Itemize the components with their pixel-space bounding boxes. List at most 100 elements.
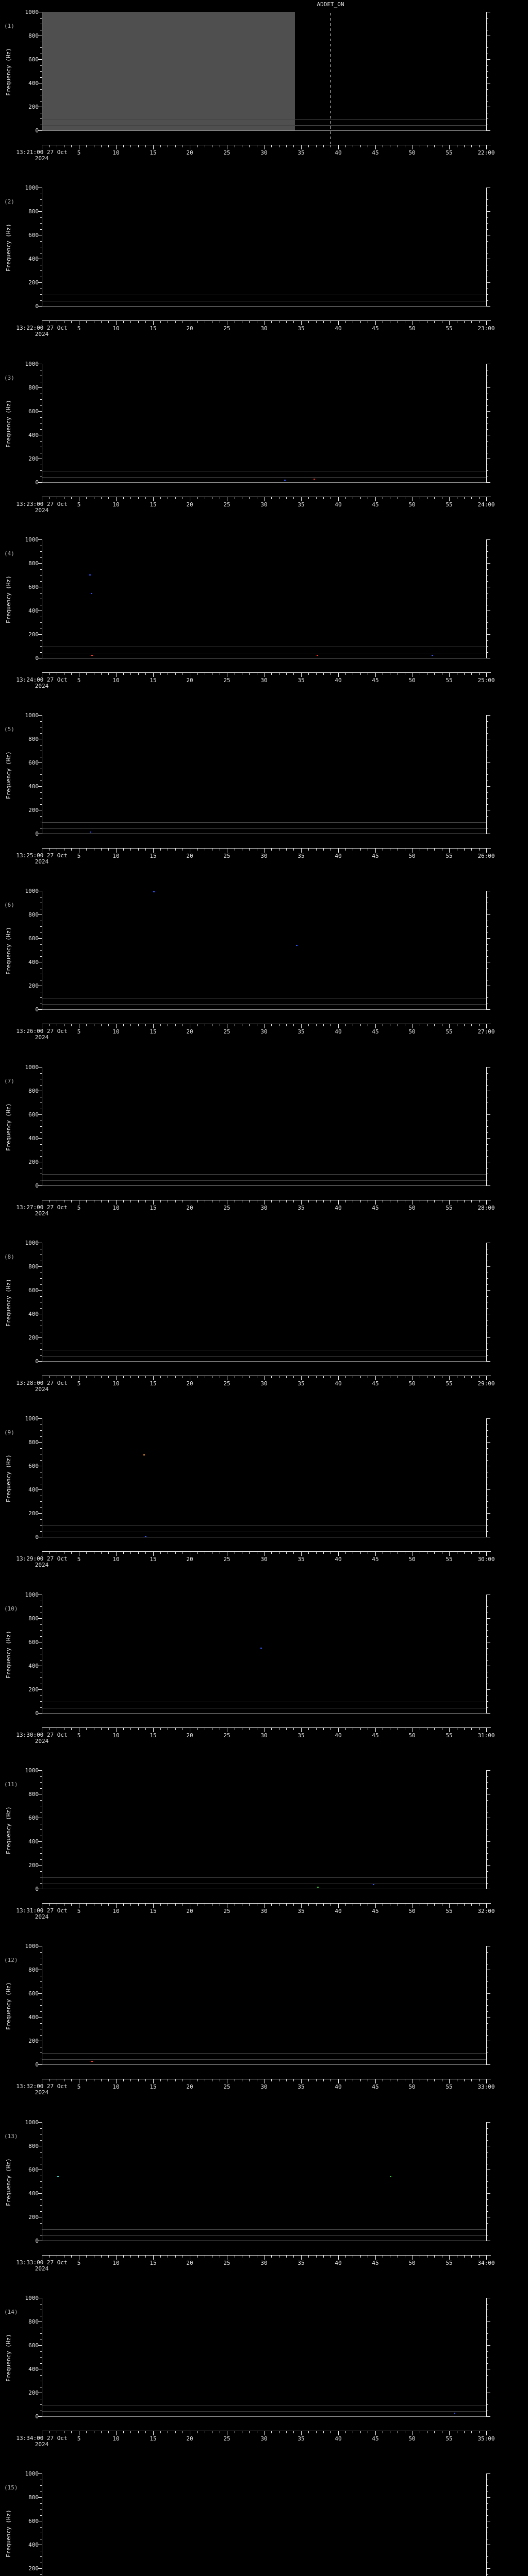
x-tick	[345, 2431, 346, 2433]
x-tick-label: 35	[298, 2260, 305, 2266]
axis-start-time-label: 13:26:00 27 Oct 2024	[16, 1028, 68, 1041]
x-tick	[145, 1376, 146, 1378]
y-tick	[487, 2199, 488, 2200]
x-tick-label: 30	[260, 1380, 268, 1387]
x-tick	[197, 2079, 198, 2081]
x-tick	[308, 497, 309, 499]
x-tick	[49, 1024, 50, 1026]
x-tick-label: 5	[77, 2260, 81, 2266]
x-tick-label: 10	[112, 677, 120, 684]
x-tick	[486, 849, 487, 853]
y-tick	[487, 1132, 488, 1133]
x-tick	[145, 2079, 146, 2081]
x-tick	[249, 2256, 250, 2258]
x-tick-label: 30	[260, 1028, 268, 1035]
y-tick-label: 1000	[25, 1767, 39, 1774]
y-tick	[40, 2205, 42, 2206]
x-tick	[108, 1552, 109, 1554]
y-tick	[40, 1308, 42, 1309]
narrowband-signal-line	[42, 2229, 486, 2230]
y-tick-label: 600	[28, 584, 39, 590]
x-tick	[116, 2079, 117, 2083]
x-tick-label: 55	[446, 501, 453, 508]
axis-start-time-label: 13:22:00 27 Oct 2024	[16, 325, 68, 337]
y-tick	[487, 2140, 488, 2141]
x-tick	[360, 2431, 361, 2433]
y-tick	[40, 581, 42, 582]
x-tick-label: 20	[186, 2260, 193, 2266]
narrowband-signal-line	[42, 2235, 486, 2236]
y-tick	[487, 1689, 490, 1690]
y-tick-label: 200	[28, 1686, 39, 1693]
y-tick	[487, 1853, 488, 1854]
x-tick-label: 55	[446, 1380, 453, 1387]
y-tick	[40, 1829, 42, 1830]
y-axis-line-right	[486, 539, 487, 658]
x-tick	[338, 145, 339, 149]
x-tick	[145, 849, 146, 851]
x-axis-line	[42, 848, 491, 849]
x-tick	[197, 1904, 198, 1906]
x-tick	[130, 673, 131, 675]
y-tick	[487, 1114, 490, 1115]
x-tick	[123, 1728, 124, 1730]
y-tick	[40, 1085, 42, 1086]
y-tick	[487, 640, 488, 641]
x-tick	[130, 1904, 131, 1906]
x-tick	[449, 497, 450, 501]
narrowband-signal-line	[42, 1877, 486, 1878]
x-tick	[434, 1728, 435, 1730]
x-tick	[479, 2079, 480, 2081]
x-tick	[123, 1024, 124, 1026]
x-tick	[271, 497, 272, 499]
event-marker	[89, 574, 91, 575]
y-tick	[487, 2473, 490, 2474]
x-tick	[308, 1728, 309, 1730]
x-tick	[293, 673, 294, 675]
y-tick	[487, 399, 488, 400]
y-tick	[38, 1618, 42, 1619]
y-axis-line-right	[486, 1946, 487, 2065]
x-tick	[360, 673, 361, 675]
y-tick	[40, 294, 42, 295]
y-tick-label: 800	[28, 1263, 39, 1270]
y-tick	[40, 1278, 42, 1279]
y-tick	[40, 1630, 42, 1631]
x-tick	[116, 1904, 117, 1908]
y-tick-label: 1000	[25, 888, 39, 894]
x-tick-label: 5	[77, 2083, 81, 2090]
y-tick	[487, 2485, 488, 2486]
x-tick	[286, 673, 287, 675]
x-tick	[130, 1376, 131, 1378]
x-tick	[153, 1376, 154, 1380]
x-tick	[138, 849, 139, 851]
y-tick	[487, 762, 490, 763]
x-tick	[449, 2256, 450, 2260]
x-tick	[316, 1552, 317, 1554]
y-tick	[38, 1337, 42, 1338]
x-tick-label: 10	[112, 149, 120, 156]
y-tick	[487, 950, 488, 951]
y-tick	[40, 593, 42, 594]
x-tick	[249, 1728, 250, 1730]
y-tick	[487, 2064, 490, 2065]
x-tick	[86, 2431, 87, 2433]
y-axis-title: Frequency (Hz)	[5, 1103, 12, 1151]
x-tick	[449, 1200, 450, 1205]
y-tick	[38, 1266, 42, 1267]
x-tick	[145, 145, 146, 147]
x-tick-label: 35	[298, 1205, 305, 1211]
y-tick	[487, 944, 488, 945]
x-tick-label: 55	[446, 2083, 453, 2090]
y-tick	[40, 1349, 42, 1350]
x-tick	[375, 1200, 376, 1205]
y-tick	[487, 1308, 488, 1309]
y-tick-label: 1000	[25, 712, 39, 719]
x-tick	[49, 1728, 50, 1730]
y-tick-label: 600	[28, 1815, 39, 1821]
y-tick	[40, 798, 42, 799]
x-tick	[271, 1024, 272, 1026]
x-tick	[471, 1552, 472, 1554]
y-tick	[487, 1144, 488, 1145]
x-tick	[160, 1552, 161, 1554]
